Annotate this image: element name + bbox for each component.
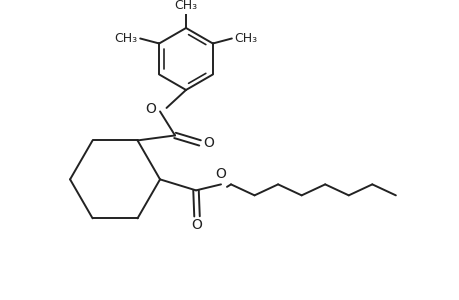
- Text: CH₃: CH₃: [234, 32, 257, 45]
- Text: O: O: [215, 167, 226, 182]
- Text: O: O: [146, 102, 156, 116]
- Text: O: O: [191, 218, 202, 232]
- Text: CH₃: CH₃: [114, 32, 137, 45]
- Text: O: O: [202, 136, 213, 150]
- Text: CH₃: CH₃: [174, 0, 197, 12]
